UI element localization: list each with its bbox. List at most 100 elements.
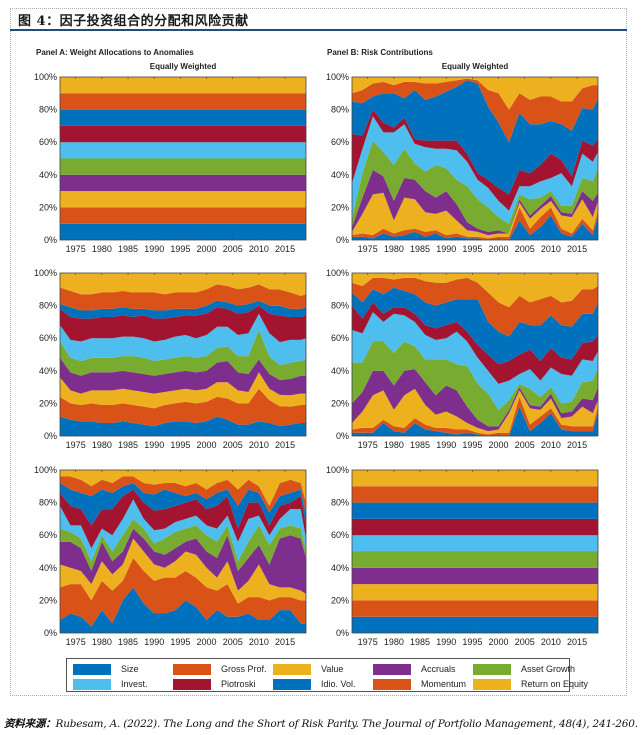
y-tick-label: 40% [39, 170, 57, 180]
x-tick-label: 1995 [170, 440, 190, 450]
area-idio-vol [60, 109, 306, 126]
area-asset-growth [60, 158, 306, 175]
x-tick-label: 1990 [144, 637, 164, 647]
chart-b2: 0% 20% 40% 60% 80% 100% 1975 1980 1985 1990 1995 20… [326, 268, 599, 450]
x-tick-label: 2005 [223, 440, 243, 450]
area-size [60, 416, 306, 436]
legend-swatch [373, 663, 411, 675]
y-tick-label: 20% [331, 202, 349, 212]
x-tick-label: 2005 [223, 637, 243, 647]
y-tick-label: 100% [326, 268, 349, 278]
x-tick-label: 1980 [92, 637, 112, 647]
x-tick-label: 1985 [118, 440, 138, 450]
area-return-on-equity [60, 273, 306, 296]
x-tick-label: 1980 [92, 244, 112, 254]
area-momentum [60, 93, 306, 110]
legend-item: Momentum [373, 678, 466, 690]
x-tick-label: 1985 [118, 244, 138, 254]
legend-item: Idio. Vol. [273, 678, 356, 690]
area-asset-growth [60, 330, 306, 381]
area-invest [60, 142, 306, 159]
x-tick-label: 2010 [249, 244, 269, 254]
x-tick-label: 2005 [223, 244, 243, 254]
x-tick-label: 1985 [118, 637, 138, 647]
area-invest [60, 313, 306, 366]
legend-item: Piotroski [173, 678, 256, 690]
x-tick-label: 2015 [567, 244, 587, 254]
area-size [352, 406, 598, 436]
area-momentum [60, 284, 306, 311]
x-tick-label: 1975 [66, 637, 86, 647]
x-tick-label: 1995 [170, 244, 190, 254]
panel-b-subtitle: Equally Weighted [441, 62, 509, 71]
y-tick-label: 60% [39, 137, 57, 147]
y-tick-label: 40% [331, 170, 349, 180]
legend-swatch [473, 663, 511, 675]
x-tick-label: 1980 [384, 440, 404, 450]
area-invest [60, 499, 306, 562]
y-tick-label: 100% [326, 72, 349, 82]
legend-label: Asset Growth [521, 664, 576, 674]
legend-swatch [73, 663, 111, 675]
plot-frame [59, 76, 307, 241]
x-tick-label: 1995 [170, 637, 190, 647]
panel-b-title: Panel B: Risk Contributions [327, 48, 433, 57]
plot-frame [351, 469, 599, 634]
legend-item: Asset Growth [473, 663, 575, 675]
area-return-on-equity [60, 77, 306, 94]
y-tick-label: 60% [331, 333, 349, 343]
chart-a1: 0% 20% 40% 60% 80% 100% 1975 1980 1985 1990 1995 20… [34, 72, 307, 254]
x-tick-label: 1995 [462, 637, 482, 647]
figure-title-bar: 图 4：因子投资组合的分配和风险贡献 [10, 8, 627, 31]
x-tick-label: 1995 [462, 244, 482, 254]
source-label: 资料来源： [4, 718, 56, 730]
y-tick-label: 20% [39, 202, 57, 212]
chart-b3: 0% 20% 40% 60% 80% 100% 1975 1980 1985 1990 1995 20… [326, 465, 599, 647]
area-accruals [352, 567, 598, 585]
y-tick-label: 100% [34, 72, 57, 82]
x-tick-label: 1990 [436, 244, 456, 254]
area-value [60, 372, 306, 409]
x-tick-label: 1990 [144, 244, 164, 254]
area-return-on-equity [352, 273, 598, 308]
area-size [352, 215, 598, 240]
source-text: Rubesam, A. (2022). The Long and the Sho… [55, 718, 639, 730]
x-tick-label: 2015 [567, 440, 587, 450]
area-value [60, 191, 306, 208]
legend-item: Gross Prof. [173, 663, 267, 675]
x-tick-label: 2005 [515, 440, 535, 450]
area-value [352, 584, 598, 601]
area-asset-growth [352, 551, 598, 568]
x-tick-label: 1995 [462, 440, 482, 450]
x-tick-label: 2015 [567, 637, 587, 647]
chart-a2: 0% 20% 40% 60% 80% 100% 1975 1980 1985 1990 1995 20… [34, 268, 307, 450]
area-size [60, 587, 306, 633]
area-gross-prof [60, 388, 306, 427]
legend-item: Size [73, 663, 139, 675]
y-tick-label: 100% [34, 268, 57, 278]
area-idio-vol [60, 300, 306, 319]
area-piotroski [352, 302, 598, 384]
x-tick-label: 1980 [384, 637, 404, 647]
area-return-on-equity [352, 470, 598, 487]
y-tick-label: 20% [331, 398, 349, 408]
area-value [352, 388, 598, 435]
legend-label: Accruals [421, 664, 456, 674]
legend-swatch [373, 678, 411, 690]
chart-b1: 0% 20% 40% 60% 80% 100% 1975 1980 1985 1990 1995 20… [326, 72, 599, 254]
y-tick-label: 80% [39, 105, 57, 115]
x-tick-label: 2010 [249, 440, 269, 450]
chart-a3: 0% 20% 40% 60% 80% 100% 1975 1980 1985 1990 1995 20… [34, 465, 307, 647]
y-tick-label: 80% [331, 498, 349, 508]
x-tick-label: 2015 [275, 244, 295, 254]
area-invest [352, 312, 598, 410]
x-tick-label: 2015 [275, 440, 295, 450]
x-tick-label: 2000 [197, 244, 217, 254]
y-tick-label: 40% [331, 563, 349, 573]
x-tick-label: 2005 [515, 637, 535, 647]
x-tick-label: 1980 [92, 440, 112, 450]
area-asset-growth [60, 518, 306, 572]
y-tick-label: 40% [39, 563, 57, 573]
source-note: 资料来源：Rubesam, A. (2022). The Long and th… [4, 716, 638, 731]
